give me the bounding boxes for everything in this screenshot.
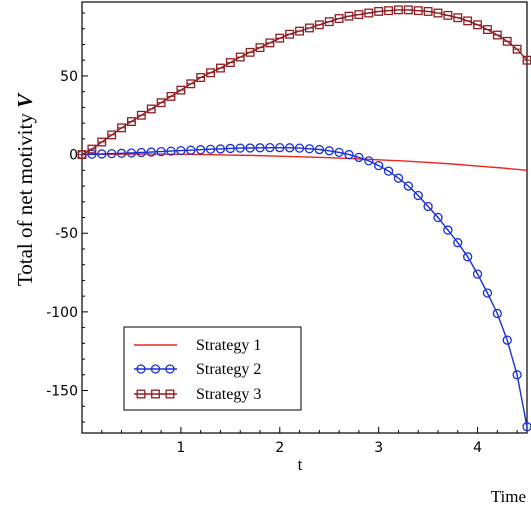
chart-marks (77, 5, 531, 432)
x-tick-label: 1 (176, 440, 185, 456)
data-point (255, 143, 265, 153)
x-tick-label: 4 (473, 440, 482, 456)
data-point (364, 156, 374, 166)
series-line (81, 153, 528, 171)
data-point (334, 147, 344, 158)
data-point (492, 308, 502, 319)
legend-item-3: Strategy 3 (134, 386, 261, 403)
data-point (146, 147, 156, 157)
y-tick-label: -150 (46, 384, 78, 400)
data-point (344, 149, 354, 160)
data-point (433, 212, 443, 223)
legend-marker (165, 364, 175, 374)
legend-marker (151, 389, 160, 399)
data-point (116, 148, 127, 158)
data-point (265, 143, 275, 153)
y-tick-label: 50 (60, 69, 78, 85)
y-axis-label-text: Total of net motivity (13, 108, 37, 286)
data-point (166, 146, 176, 156)
data-point (354, 152, 364, 163)
series-line (81, 146, 528, 427)
data-point (393, 173, 404, 183)
y-tick-label: -50 (55, 226, 78, 242)
legend-marker (136, 364, 146, 374)
data-point (196, 145, 206, 155)
x-axis-caption: Time (491, 487, 526, 506)
data-point (314, 144, 324, 155)
legend-marker (136, 389, 146, 399)
y-tick-label: -100 (46, 305, 78, 321)
data-point (482, 288, 493, 298)
data-point (522, 422, 531, 432)
x-tick-label: 3 (374, 440, 383, 456)
data-point (294, 143, 305, 153)
data-point (245, 143, 255, 153)
legend-label: Strategy 1 (196, 337, 261, 354)
data-point (502, 335, 512, 345)
legend-marker (165, 389, 175, 399)
series-line (81, 9, 528, 156)
legend-item-2: Strategy 2 (134, 361, 261, 378)
data-point (453, 238, 463, 248)
legend-item-1: Strategy 1 (134, 337, 261, 354)
data-point (156, 146, 166, 157)
data-point (443, 225, 453, 235)
data-point (512, 370, 522, 380)
legend-items: Strategy 1 Strategy 2 Strategy 3 (134, 337, 261, 403)
data-point (225, 143, 235, 154)
axes (81, 1, 528, 434)
data-point (176, 145, 186, 156)
y-tick-label: 0 (69, 148, 78, 164)
x-axis-label: t (298, 455, 303, 474)
legend-marker (150, 364, 161, 374)
data-point (383, 166, 394, 176)
data-point (423, 201, 433, 212)
data-point (107, 148, 117, 159)
y-axis-label: Total of net motivity V (13, 92, 37, 286)
data-point (324, 146, 334, 156)
data-point (413, 190, 423, 201)
data-point (186, 145, 196, 155)
series-2 (77, 143, 531, 432)
series-3 (77, 5, 531, 160)
data-point (304, 144, 315, 154)
data-point (463, 252, 473, 262)
data-point (374, 160, 384, 171)
legend-label: Strategy 3 (196, 386, 261, 403)
data-point (472, 269, 483, 279)
legend-label: Strategy 2 (196, 361, 261, 378)
data-point (215, 144, 226, 154)
tick-labels: 1 2 3 4 50 0 -50 -100 -150 (46, 69, 482, 456)
x-tick-label: 2 (275, 440, 284, 456)
series-1 (81, 153, 528, 171)
data-point (235, 143, 245, 153)
data-point (97, 149, 107, 159)
y-axis-label-variable: V (13, 92, 37, 108)
data-point (285, 143, 295, 153)
data-point (205, 144, 216, 154)
data-point (275, 143, 285, 153)
data-point (403, 181, 413, 191)
data-point (126, 148, 137, 158)
legend: Strategy 1 Strategy 2 Strategy 3 (123, 326, 302, 411)
data-point (136, 147, 146, 158)
data-point (87, 149, 97, 159)
